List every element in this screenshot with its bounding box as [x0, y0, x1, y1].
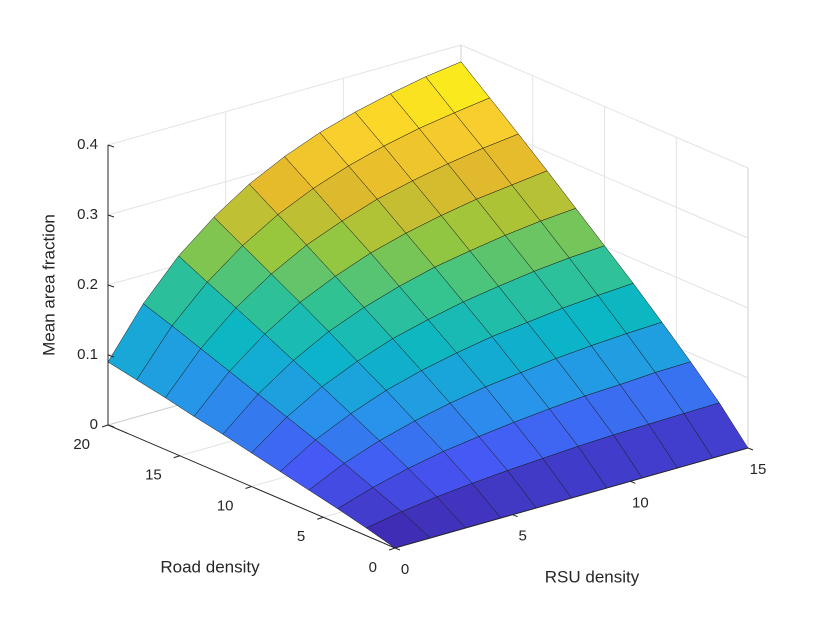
- y-tick: [101, 424, 109, 428]
- grid-line: [460, 44, 749, 169]
- x-tick: [747, 447, 754, 451]
- y-axis-label: Road density: [160, 557, 260, 576]
- z-tick-label: 0.1: [77, 346, 98, 363]
- x-axis: [394, 447, 749, 549]
- z-tick: [107, 284, 115, 288]
- y-tick: [317, 516, 324, 520]
- z-axis-label: Mean area fraction: [39, 214, 58, 356]
- y-tick-label: 10: [217, 497, 234, 514]
- x-tick-label: 0: [401, 561, 409, 578]
- z-tick-label: 0.4: [77, 136, 98, 153]
- z-tick-label: 0.2: [77, 276, 98, 293]
- z-tick-label: 0: [90, 416, 98, 433]
- y-tick-label: 20: [73, 436, 90, 453]
- z-tick-label: 0.3: [77, 206, 98, 223]
- surface: [107, 61, 749, 549]
- z-tick: [107, 354, 115, 358]
- grid-line: [107, 44, 462, 146]
- x-tick-label: 15: [750, 461, 767, 478]
- x-tick-label: 10: [632, 494, 649, 511]
- x-axis-label: RSU density: [545, 567, 640, 586]
- y-tick-label: 5: [297, 528, 305, 545]
- z-tick: [107, 144, 115, 148]
- y-tick: [245, 486, 252, 489]
- y-tick: [388, 547, 396, 551]
- x-tick: [512, 514, 518, 518]
- x-tick: [630, 480, 636, 484]
- x-tick-label: 5: [518, 528, 526, 545]
- x-tick: [394, 547, 401, 551]
- y-tick-label: 15: [145, 467, 162, 484]
- z-tick: [107, 424, 115, 428]
- y-tick: [173, 455, 180, 459]
- z-tick: [107, 214, 115, 218]
- y-tick-label: 0: [369, 559, 377, 576]
